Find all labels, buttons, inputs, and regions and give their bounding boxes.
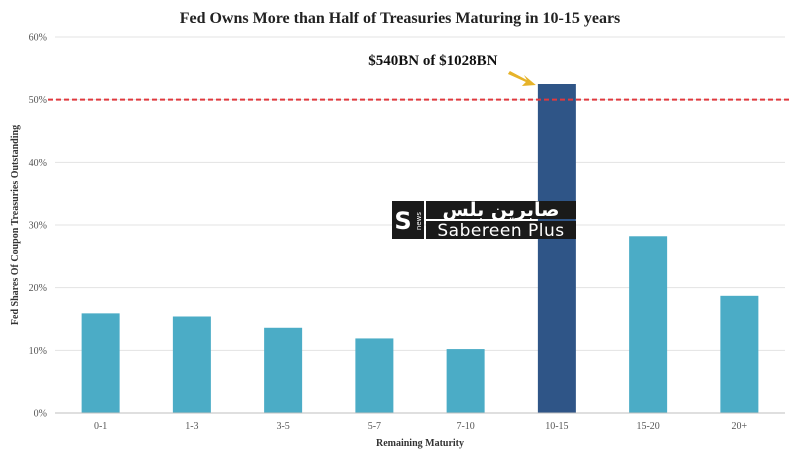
x-axis-label: Remaining Maturity	[376, 438, 464, 449]
annotation-text: $540BN of $1028BN	[368, 53, 497, 69]
x-tick-label: 0-1	[94, 421, 107, 432]
y-tick-label: 20%	[29, 283, 47, 294]
x-tick-label: 3-5	[276, 421, 289, 432]
x-tick-label: 10-15	[545, 421, 568, 432]
watermark-latin: Sabereen Plus	[437, 221, 564, 241]
watermark-latin-box	[426, 221, 576, 239]
bar	[446, 349, 485, 413]
x-tick-label: 5-7	[368, 421, 381, 432]
bar	[81, 313, 120, 413]
bar	[172, 316, 211, 413]
y-tick-label: 40%	[29, 158, 47, 169]
watermark: S news صابرين بلس Sabereen Plus	[392, 199, 576, 241]
y-tick-label: 50%	[29, 95, 47, 106]
bar	[720, 295, 759, 413]
x-tick-label: 15-20	[636, 421, 659, 432]
watermark-news-box	[414, 201, 424, 239]
y-tick-label: 30%	[29, 221, 47, 232]
bar	[355, 338, 394, 413]
x-tick-label: 1-3	[185, 421, 198, 432]
x-tick-label: 20+	[732, 421, 748, 432]
x-axis-ticks: 0-1 1-3 3-5 5-7 7-10 10-15 15-20 20+	[94, 421, 748, 432]
watermark-news: news	[415, 212, 423, 230]
gridlines	[55, 36, 785, 351]
y-tick-label: 0%	[34, 409, 47, 420]
annotation-arrow	[507, 71, 536, 86]
y-tick-label: 60%	[29, 33, 47, 44]
watermark-logo-box	[392, 201, 414, 239]
bar	[537, 84, 576, 413]
y-axis-label: Fed Shares Of Coupon Treasuries Outstand…	[10, 125, 21, 325]
x-tick-label: 7-10	[456, 421, 474, 432]
bars	[81, 84, 759, 413]
watermark-arabic: صابرين بلس	[442, 199, 559, 221]
bar	[264, 327, 303, 413]
chart-title: Fed Owns More than Half of Treasuries Ma…	[180, 10, 621, 27]
y-axis-ticks: 0% 10% 20% 30% 40% 50% 60%	[29, 33, 47, 420]
bar	[629, 236, 668, 413]
watermark-logo-letter: S	[394, 207, 411, 235]
watermark-arabic-box	[426, 201, 576, 219]
y-tick-label: 10%	[29, 346, 47, 357]
